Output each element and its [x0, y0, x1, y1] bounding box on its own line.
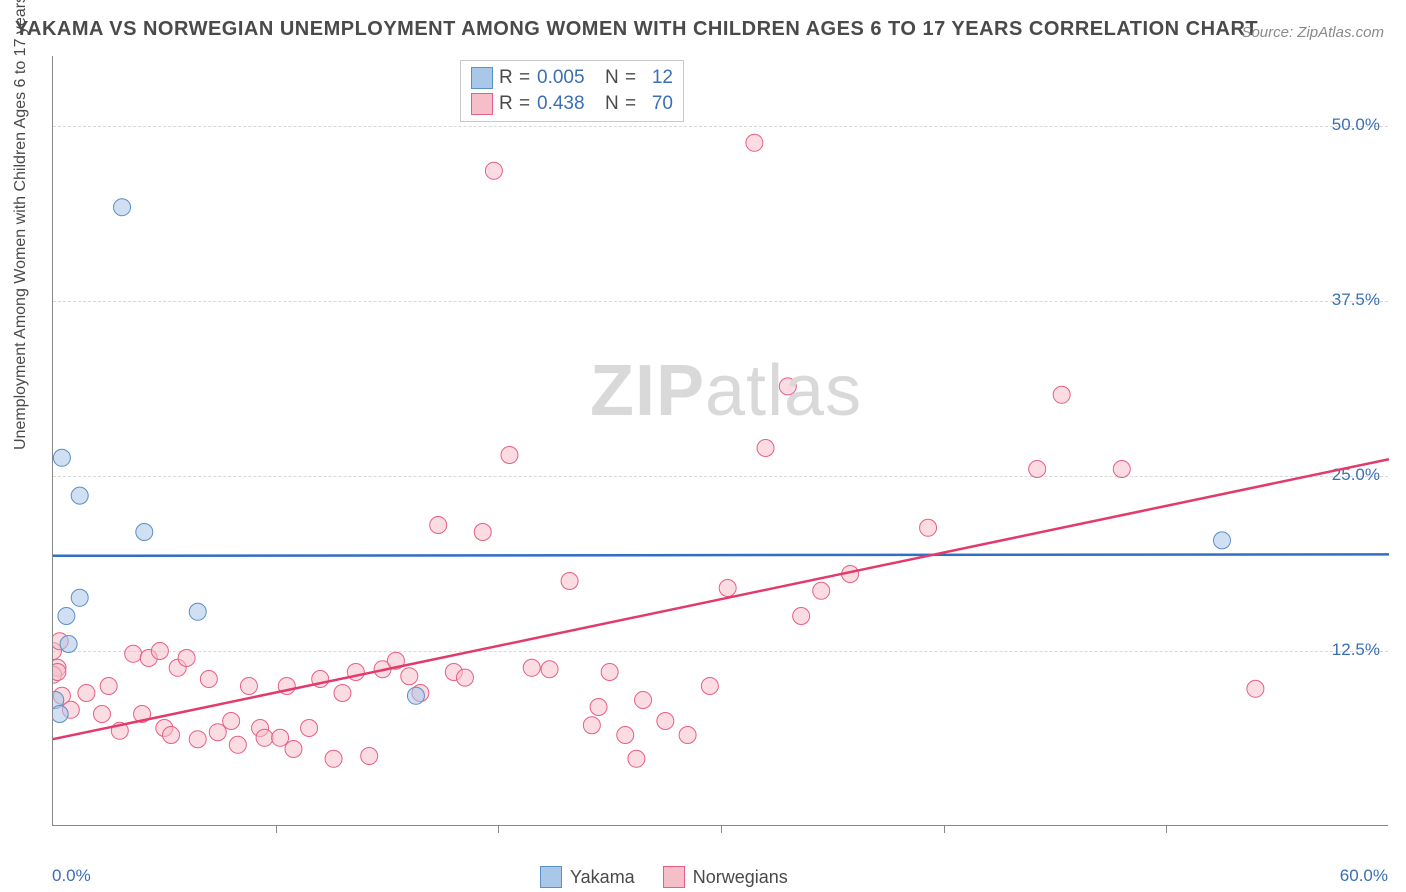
data-point — [53, 449, 70, 466]
data-point — [701, 678, 718, 695]
data-point — [1247, 680, 1264, 697]
data-point — [779, 378, 796, 395]
data-point — [1053, 386, 1070, 403]
data-point — [93, 706, 110, 723]
data-point — [679, 727, 696, 744]
legend-n-label: N — [605, 67, 619, 89]
legend-n-value: 12 — [643, 67, 673, 89]
data-point — [583, 717, 600, 734]
data-point — [617, 727, 634, 744]
x-tick — [498, 825, 499, 833]
data-point — [223, 713, 240, 730]
data-point — [523, 659, 540, 676]
data-point — [813, 582, 830, 599]
data-point — [920, 519, 937, 536]
data-point — [474, 524, 491, 541]
data-point — [657, 713, 674, 730]
data-point — [334, 685, 351, 702]
legend-n-value: 70 — [643, 93, 673, 115]
data-point — [71, 487, 88, 504]
data-point — [456, 669, 473, 686]
data-point — [501, 447, 518, 464]
legend-row: R = 0.438 N = 70 — [471, 91, 673, 117]
data-point — [746, 134, 763, 151]
legend-r-value: 0.438 — [537, 93, 599, 115]
data-point — [757, 440, 774, 457]
data-point — [272, 729, 289, 746]
legend-series-item: Yakama — [540, 866, 635, 888]
legend-correlation: R = 0.005 N = 12 R = 0.438 N = 70 — [460, 60, 684, 122]
legend-eq: = — [625, 67, 637, 89]
data-point — [178, 650, 195, 667]
data-point — [151, 643, 168, 660]
data-point — [189, 603, 206, 620]
data-point — [200, 671, 217, 688]
data-point — [719, 580, 736, 597]
legend-swatch — [540, 866, 562, 888]
data-point — [1113, 461, 1130, 478]
data-point — [301, 720, 318, 737]
x-tick — [1166, 825, 1167, 833]
data-point — [793, 608, 810, 625]
data-point — [590, 699, 607, 716]
data-point — [635, 692, 652, 709]
data-point — [561, 573, 578, 590]
legend-series-item: Norwegians — [663, 866, 788, 888]
legend-r-label: R — [499, 93, 513, 115]
data-point — [256, 729, 273, 746]
data-point — [136, 524, 153, 541]
legend-swatch — [471, 67, 493, 89]
legend-series-name: Norwegians — [693, 867, 788, 888]
data-point — [100, 678, 117, 695]
x-tick — [276, 825, 277, 833]
data-point — [240, 678, 257, 695]
legend-series: Yakama Norwegians — [540, 866, 788, 888]
x-tick — [721, 825, 722, 833]
data-point — [229, 736, 246, 753]
trend-line — [53, 554, 1389, 555]
data-point — [114, 199, 131, 216]
data-point — [1029, 461, 1046, 478]
trend-line — [53, 459, 1389, 739]
legend-series-name: Yakama — [570, 867, 635, 888]
data-point — [58, 608, 75, 625]
data-point — [78, 685, 95, 702]
data-point — [430, 517, 447, 534]
data-point — [361, 748, 378, 765]
data-point — [189, 731, 206, 748]
source-attribution: Source: ZipAtlas.com — [1241, 24, 1384, 41]
data-point — [125, 645, 142, 662]
legend-r-value: 0.005 — [537, 67, 599, 89]
x-axis-min: 0.0% — [52, 866, 91, 886]
legend-swatch — [663, 866, 685, 888]
data-point — [71, 589, 88, 606]
data-point — [53, 706, 68, 723]
legend-swatch — [471, 93, 493, 115]
data-point — [209, 724, 226, 741]
scatter-svg — [53, 56, 1389, 826]
data-point — [485, 162, 502, 179]
legend-row: R = 0.005 N = 12 — [471, 65, 673, 91]
data-point — [53, 664, 66, 681]
data-point — [628, 750, 645, 767]
x-tick — [944, 825, 945, 833]
data-point — [401, 668, 418, 685]
plot-area: 12.5%25.0%37.5%50.0% — [52, 56, 1388, 826]
data-point — [285, 741, 302, 758]
legend-r-label: R — [499, 67, 513, 89]
data-point — [1214, 532, 1231, 549]
y-axis-label: Unemployment Among Women with Children A… — [12, 0, 30, 450]
data-point — [163, 727, 180, 744]
legend-eq: = — [519, 67, 531, 89]
data-point — [541, 661, 558, 678]
data-point — [601, 664, 618, 681]
data-point — [325, 750, 342, 767]
data-point — [407, 687, 424, 704]
legend-eq: = — [625, 93, 637, 115]
data-point — [60, 636, 77, 653]
x-axis-max: 60.0% — [1340, 866, 1388, 886]
legend-n-label: N — [605, 93, 619, 115]
chart-title: YAKAMA VS NORWEGIAN UNEMPLOYMENT AMONG W… — [15, 18, 1258, 41]
legend-eq: = — [519, 93, 531, 115]
